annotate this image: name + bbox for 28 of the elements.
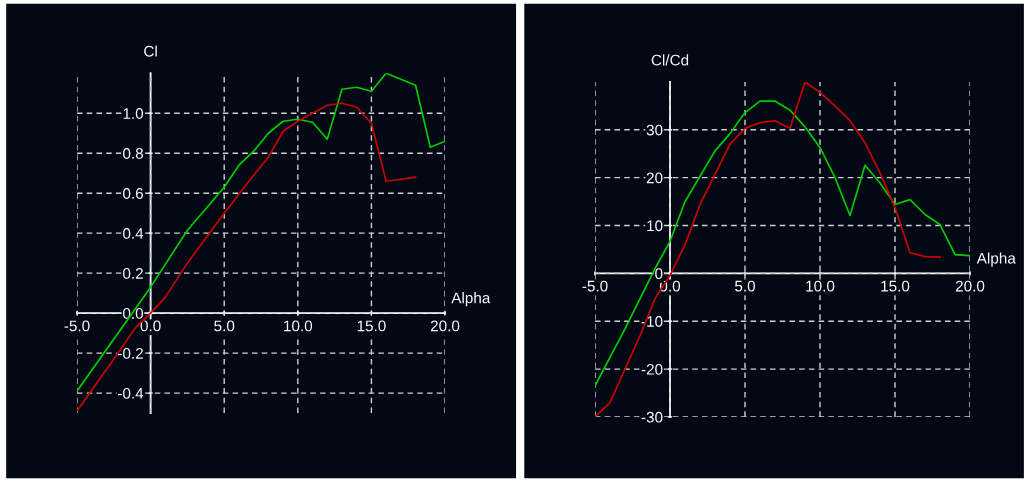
x-tick-label: -5.0 xyxy=(64,320,90,332)
x-tick-label: 10.0 xyxy=(806,280,835,292)
y-tick-label: -0.4 xyxy=(118,387,144,399)
y-tick-label: 10 xyxy=(647,220,663,232)
x-tick-label: 0.0 xyxy=(140,320,161,332)
y-axis-title: Cl/Cd xyxy=(651,54,689,66)
x-tick-label: -5.0 xyxy=(582,280,608,292)
y-tick-label: 0 xyxy=(655,268,663,280)
x-tick-label: 15.0 xyxy=(881,280,910,292)
y-tick-label: 20 xyxy=(646,172,663,184)
x-tick-label: 15.0 xyxy=(357,320,386,332)
x-axis-title: Alpha xyxy=(451,292,491,307)
x-tick-label: 10.0 xyxy=(284,320,313,332)
y-tick-label: 1.0 xyxy=(123,108,144,119)
y-axis-title: Cl xyxy=(144,45,157,57)
y-tick-label: -20 xyxy=(641,363,663,375)
y-tick-label: -0.2 xyxy=(118,347,143,359)
x-tick-label: 5.0 xyxy=(735,280,756,292)
y-tick-label: 30 xyxy=(646,124,663,136)
x-tick-label: 5.0 xyxy=(214,320,235,332)
y-tick-label: 0.4 xyxy=(123,228,144,239)
x-axis-title: Alpha xyxy=(976,252,1016,267)
x-tick-label: 20.0 xyxy=(430,320,460,332)
y-tick-label: 0.6 xyxy=(123,188,143,199)
x-tick-label: 20.0 xyxy=(955,280,985,292)
y-tick-label: -30 xyxy=(641,411,663,423)
y-tick-label: 0.2 xyxy=(123,268,143,279)
y-tick-label: 0.8 xyxy=(123,148,143,159)
